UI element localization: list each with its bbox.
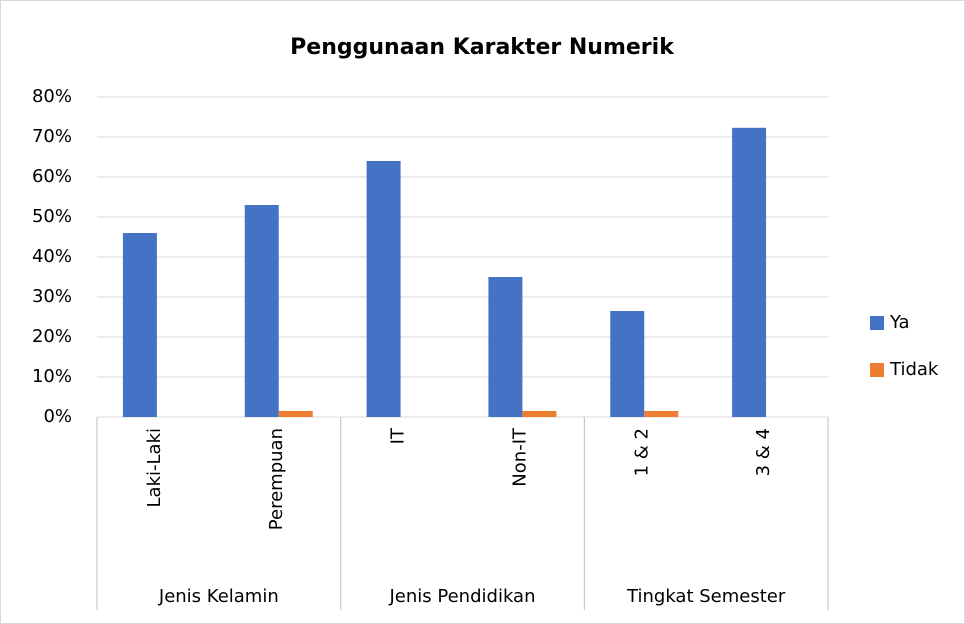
y-tick-label: 40%: [32, 246, 72, 267]
bar: [644, 411, 679, 417]
y-tick-label: 20%: [32, 326, 72, 347]
legend-label: Tidak: [889, 359, 939, 380]
group-label: Jenis Kelamin: [158, 586, 279, 607]
y-tick-label: 70%: [32, 126, 72, 147]
bar: [488, 277, 523, 417]
y-tick-label: 60%: [32, 166, 72, 187]
bar: [366, 161, 401, 417]
x-tick-label: IT: [388, 427, 409, 444]
bar: [610, 311, 645, 417]
group-label: Jenis Pendidikan: [389, 586, 536, 607]
bar: [122, 233, 157, 417]
x-tick-label: Perempuan: [266, 428, 287, 530]
x-tick-label: 1 & 2: [631, 428, 652, 476]
bar: [732, 127, 767, 418]
y-tick-label: 80%: [32, 86, 72, 107]
x-tick-label: 3 & 4: [753, 428, 774, 476]
bar: [244, 205, 279, 417]
x-tick-label: Non-IT: [509, 427, 530, 487]
legend-swatch: [870, 363, 884, 377]
y-tick-label: 50%: [32, 206, 72, 227]
group-label: Tingkat Semester: [626, 586, 786, 607]
bar: [522, 411, 557, 417]
y-tick-label: 30%: [32, 286, 72, 307]
legend-swatch: [870, 316, 884, 330]
y-tick-label: 10%: [32, 366, 72, 387]
bar: [278, 411, 313, 417]
x-tick-label: Laki-Laki: [144, 428, 165, 507]
y-tick-label: 0%: [43, 406, 72, 427]
chart-title: Penggunaan Karakter Numerik: [290, 35, 675, 60]
legend-label: Ya: [889, 312, 910, 333]
